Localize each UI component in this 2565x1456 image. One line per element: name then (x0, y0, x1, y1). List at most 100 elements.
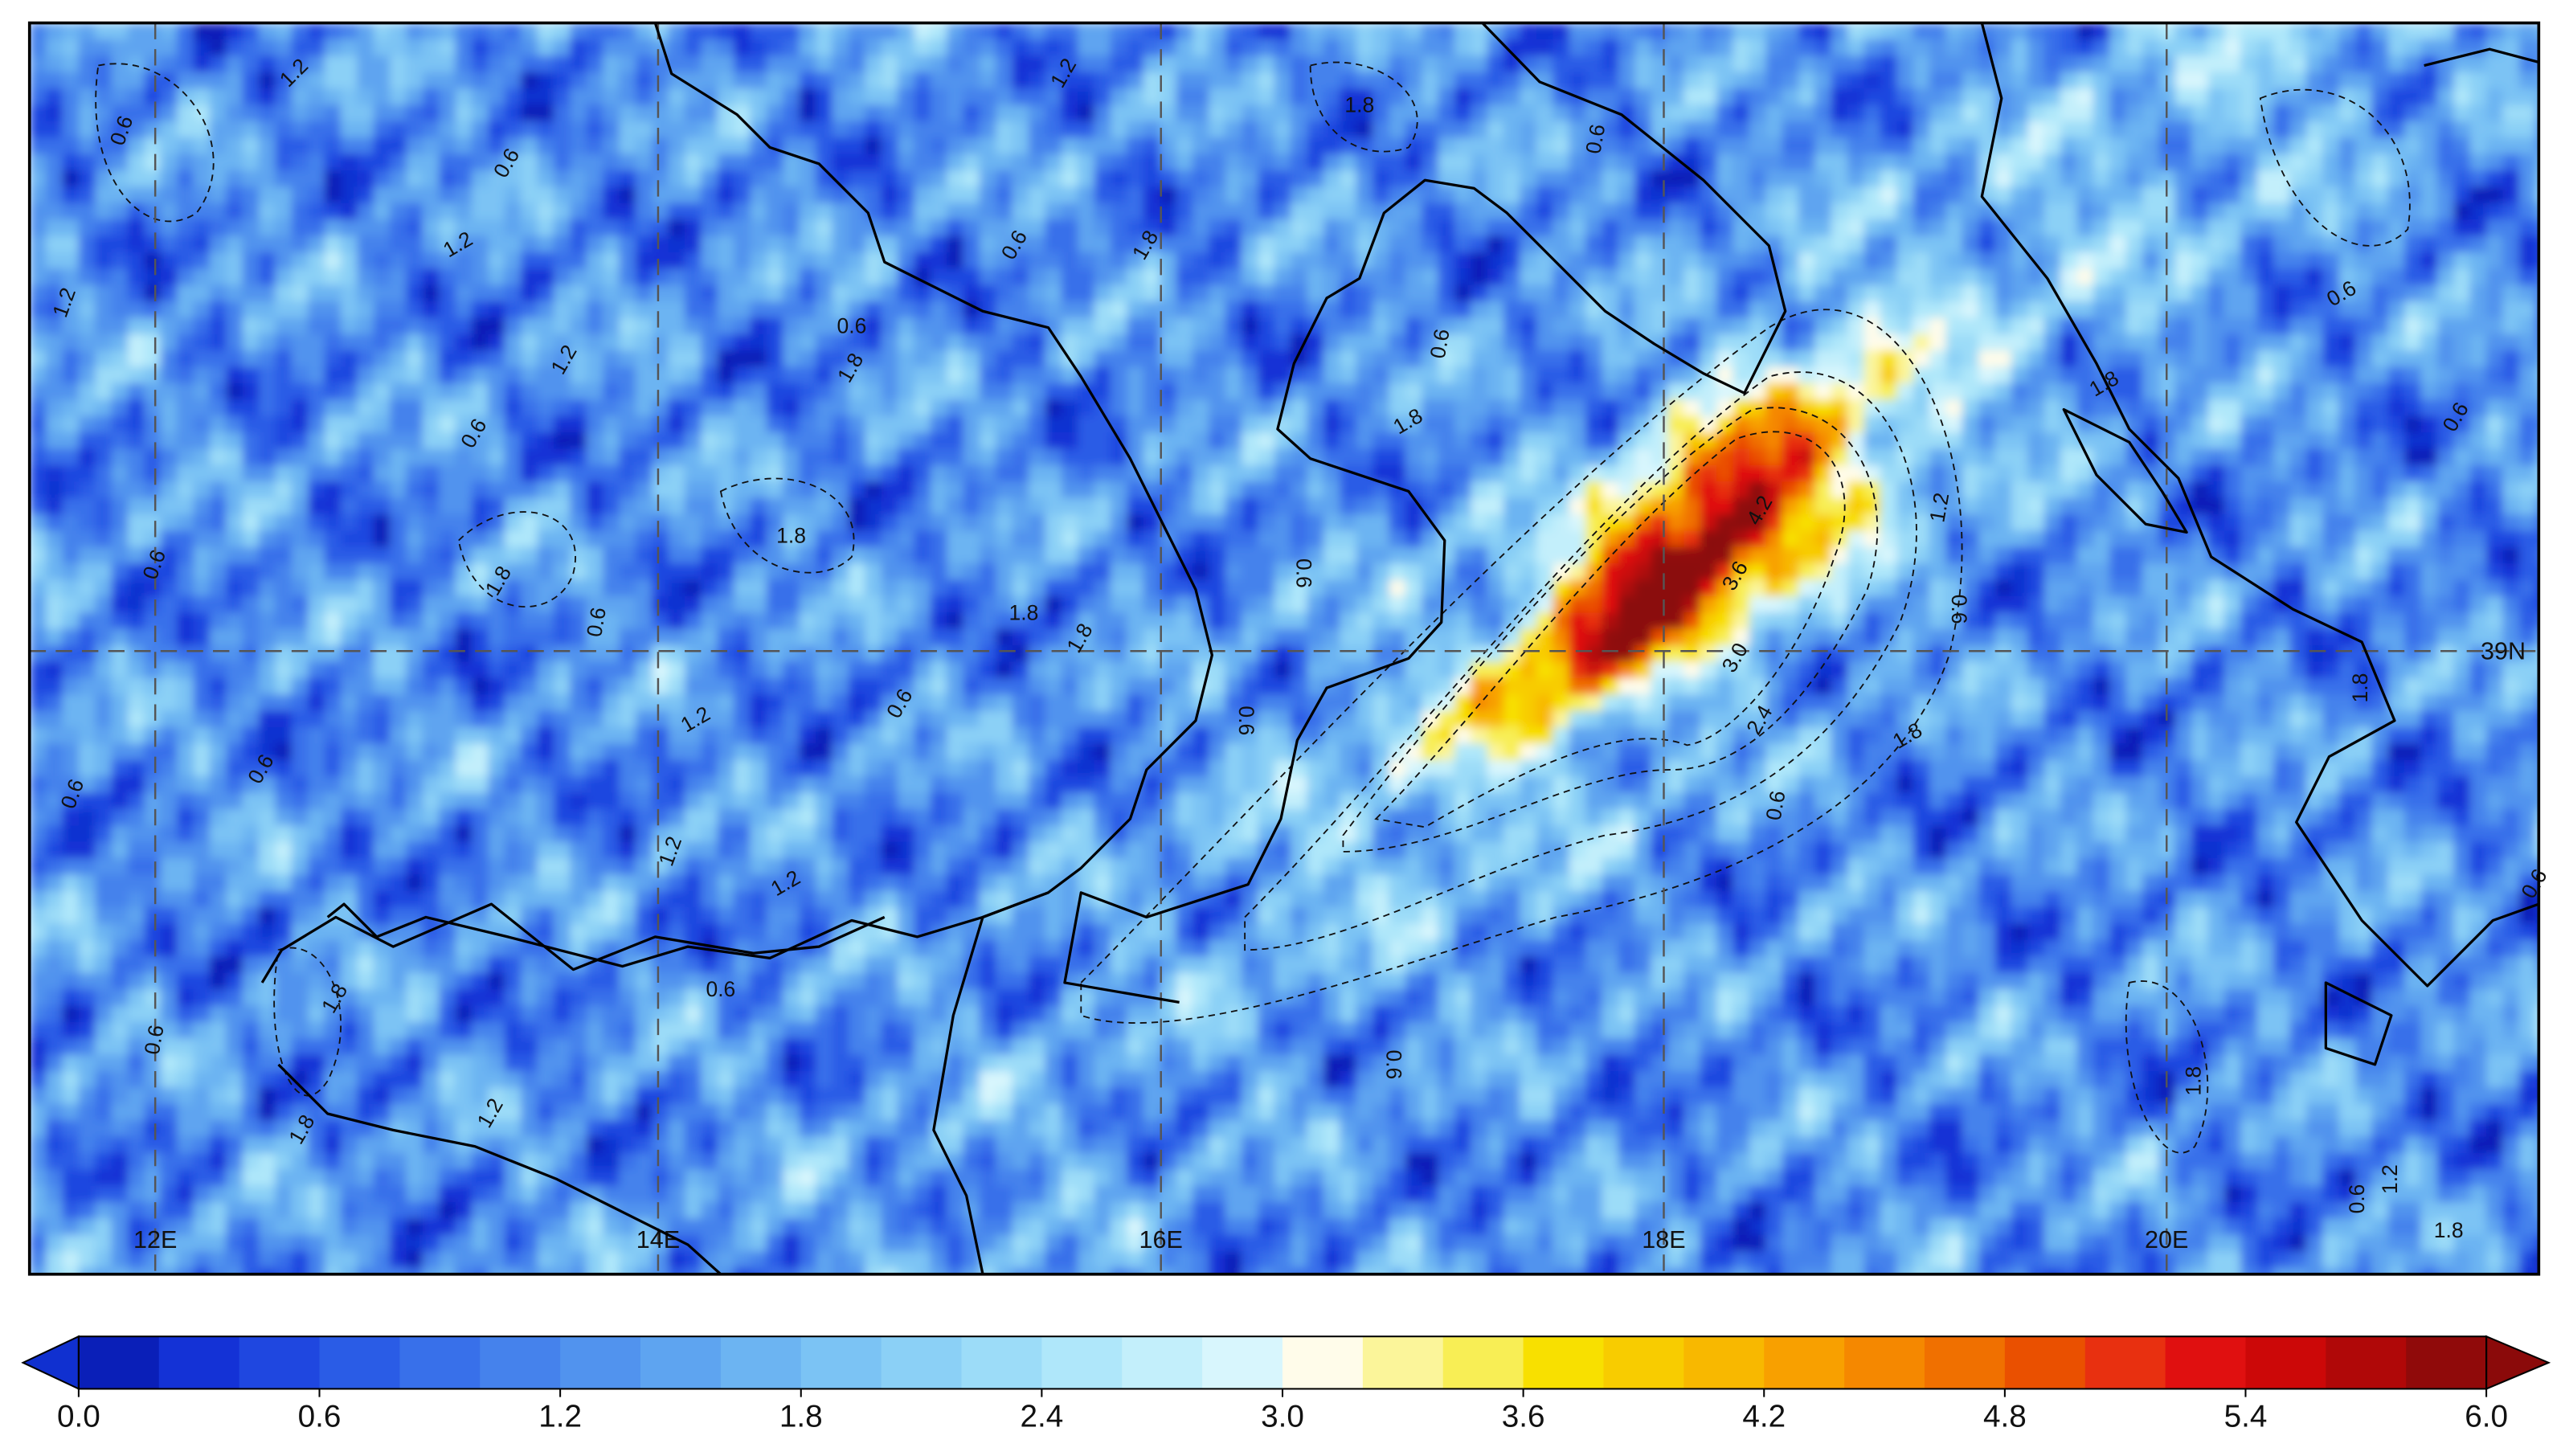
field-cell (2174, 219, 2193, 237)
field-cell (177, 170, 194, 188)
field-cell (914, 235, 931, 253)
field-cell (783, 235, 800, 253)
field-cell (488, 366, 505, 384)
field-cell (2289, 382, 2307, 401)
field-cell (1143, 366, 1161, 384)
field-cell (422, 137, 440, 155)
field-cell (324, 481, 342, 499)
field-cell (586, 432, 604, 450)
field-cell (144, 55, 162, 73)
field-cell (488, 235, 505, 253)
field-cell (717, 284, 735, 303)
field-cell (2240, 153, 2258, 171)
field-cell (2453, 366, 2471, 384)
field-cell (570, 72, 587, 90)
field-cell (865, 432, 882, 450)
field-cell (2027, 497, 2045, 516)
field-cell (979, 432, 997, 450)
field-cell (177, 301, 194, 319)
field-cell (963, 235, 980, 253)
field-cell (160, 252, 178, 270)
field-cell (1471, 121, 1488, 139)
field-cell (62, 104, 80, 122)
field-cell (2256, 252, 2275, 270)
field-cell (2420, 186, 2438, 204)
field-cell (1340, 366, 1357, 384)
field-cell (78, 219, 96, 237)
field-cell (603, 382, 620, 401)
field-cell (1438, 333, 1456, 352)
field-cell (1078, 22, 1095, 40)
field-cell (2125, 252, 2144, 270)
field-cell (2436, 350, 2455, 368)
field-cell (357, 284, 374, 303)
field-cell (275, 235, 292, 253)
field-cell (1389, 235, 1406, 253)
field-cell (783, 514, 800, 532)
field-cell (2502, 186, 2520, 204)
field-cell (2338, 514, 2357, 532)
field-cell (1454, 153, 1472, 171)
field-cell (537, 104, 554, 122)
field-cell (1732, 88, 1750, 106)
field-cell (979, 137, 997, 155)
field-cell (2469, 219, 2488, 237)
field-cell (1471, 235, 1488, 253)
field-cell (766, 72, 784, 90)
field-cell (537, 153, 554, 171)
field-cell (1945, 219, 1963, 237)
field-cell (1127, 72, 1144, 90)
field-cell (914, 202, 931, 221)
field-cell (1340, 202, 1357, 221)
field-cell (2371, 219, 2389, 237)
field-cell (160, 268, 178, 286)
field-cell (291, 268, 309, 286)
field-cell (1012, 333, 1030, 352)
field-cell (1487, 481, 1505, 499)
field-cell (242, 530, 260, 548)
field-cell (1749, 317, 1767, 335)
field-cell (734, 104, 751, 122)
field-cell (111, 497, 129, 516)
field-cell (979, 382, 997, 401)
field-cell (2338, 350, 2357, 368)
field-cell (62, 202, 80, 221)
field-cell (472, 39, 489, 57)
field-cell (275, 333, 292, 352)
field-cell (406, 350, 423, 368)
field-cell (1454, 55, 1472, 73)
field-cell (2174, 252, 2193, 270)
field-cell (979, 22, 997, 40)
field-cell (2322, 104, 2340, 122)
field-cell (996, 514, 1013, 532)
field-cell (1585, 72, 1603, 90)
field-cell (2142, 481, 2160, 499)
field-cell (1356, 432, 1374, 450)
field-cell (324, 546, 342, 565)
field-cell (1454, 22, 1472, 40)
field-cell (1405, 514, 1423, 532)
field-cell (2076, 350, 2094, 368)
field-cell (2338, 464, 2357, 483)
field-cell (734, 88, 751, 106)
field-cell (1045, 170, 1062, 188)
field-cell (2469, 104, 2488, 122)
field-cell (2191, 22, 2209, 40)
field-cell (2125, 284, 2144, 303)
field-cell (390, 432, 407, 450)
field-cell (373, 153, 391, 171)
field-cell (1209, 464, 1226, 483)
field-cell (259, 202, 276, 221)
field-cell (2273, 350, 2291, 368)
field-cell (2273, 88, 2291, 106)
field-cell (1782, 235, 1800, 253)
field-cell (570, 55, 587, 73)
field-cell (1520, 88, 1537, 106)
field-cell (259, 39, 276, 57)
field-cell (1700, 333, 1718, 352)
field-cell (439, 481, 456, 499)
field-cell (1863, 514, 1881, 532)
field-cell (603, 219, 620, 237)
field-cell (2387, 72, 2406, 90)
field-cell (734, 137, 751, 155)
